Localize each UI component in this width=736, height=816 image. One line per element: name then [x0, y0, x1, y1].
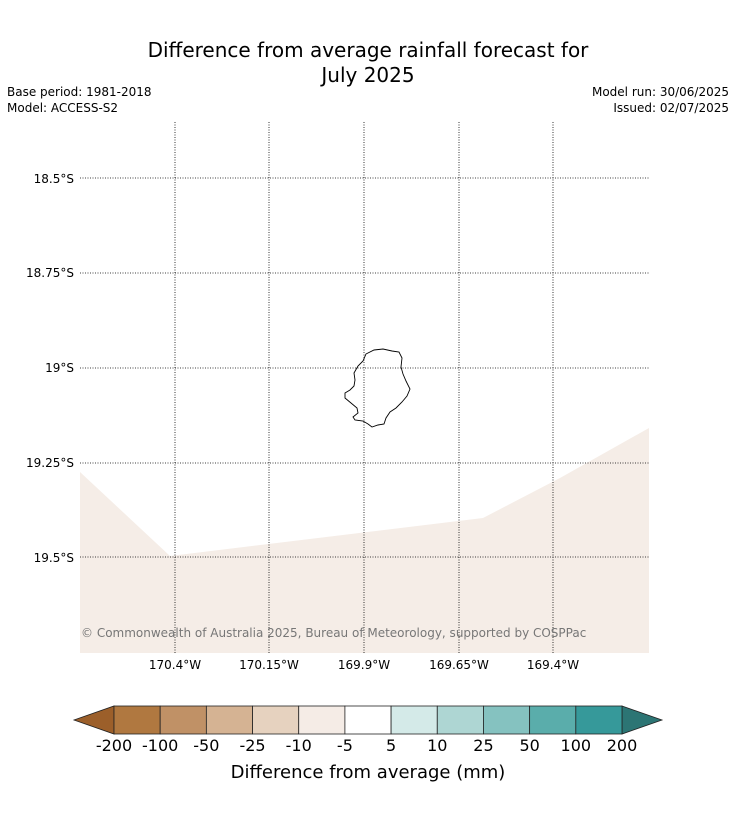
lat-label: 19°S	[45, 361, 74, 375]
colorbar-tick-label: 10	[427, 736, 447, 755]
shaded-rainfall-region	[80, 428, 649, 653]
colorbar-under-arrow	[72, 705, 115, 735]
lon-label: 169.9°W	[338, 658, 390, 672]
title-line-1: Difference from average rainfall forecas…	[147, 38, 589, 62]
model-name: Model: ACCESS-S2	[7, 101, 119, 115]
colorbar-tick-label: 5	[386, 736, 396, 755]
map-title: Difference from average rainfall forecas…	[0, 38, 736, 88]
colorbar-cell	[575, 705, 623, 735]
colorbar-cell	[252, 705, 300, 735]
colorbar: -200 -100 -50 -25 -10 -5 5 10 25 50 100 200 Differe…	[72, 705, 664, 783]
colorbar-cell	[529, 705, 577, 735]
latitude-labels: 18.5°S 18.75°S 19°S 19.25°S 19.5°S	[26, 172, 74, 565]
model-run: Model run: 30/06/2025	[591, 85, 729, 99]
meta-left: Base period: 1981-2018 Model: ACCESS-S2	[7, 84, 152, 116]
lat-label: 18.5°S	[34, 172, 74, 186]
colorbar-cell	[205, 705, 253, 735]
colorbar-over-arrow	[621, 705, 664, 735]
colorbar-tick-label: -50	[193, 736, 219, 755]
colorbar-cell	[344, 705, 392, 735]
colorbar-cell	[483, 705, 531, 735]
colorbar-cell	[436, 705, 484, 735]
lat-label: 19.25°S	[26, 456, 74, 470]
island-coastline	[344, 348, 411, 428]
meta-right: Model run: 30/06/2025 Issued: 02/07/2025	[592, 84, 729, 116]
title-line-2: July 2025	[321, 63, 415, 87]
lon-label: 170.4°W	[149, 658, 201, 672]
colorbar-cell	[159, 705, 207, 735]
colorbar-tick-label: -5	[337, 736, 353, 755]
colorbar-tick-label: 50	[519, 736, 539, 755]
longitude-labels: 170.4°W 170.15°W 169.9°W 169.65°W 169.4°…	[149, 658, 579, 672]
base-period: Base period: 1981-2018	[7, 85, 152, 99]
colorbar-tick-label: -200	[96, 736, 132, 755]
copyright-credit: © Commonwealth of Australia 2025, Bureau…	[81, 626, 586, 640]
colorbar-tick-label: 25	[473, 736, 493, 755]
lon-label: 170.15°W	[239, 658, 299, 672]
lat-label: 18.75°S	[26, 266, 74, 280]
lon-label: 169.65°W	[429, 658, 489, 672]
lon-label: 169.4°W	[527, 658, 579, 672]
colorbar-cell	[113, 705, 161, 735]
colorbar-tick-label: 100	[561, 736, 592, 755]
gridlines	[80, 122, 649, 653]
colorbar-tick-label: -25	[239, 736, 265, 755]
colorbar-tick-label: 200	[607, 736, 638, 755]
colorbar-tick-label: -100	[142, 736, 178, 755]
colorbar-cell	[390, 705, 438, 735]
colorbar-cell	[298, 705, 346, 735]
colorbar-tick-label: -10	[286, 736, 312, 755]
issued-date: Issued: 02/07/2025	[613, 101, 729, 115]
colorbar-title: Difference from average (mm)	[231, 762, 506, 783]
lat-label: 19.5°S	[34, 551, 74, 565]
